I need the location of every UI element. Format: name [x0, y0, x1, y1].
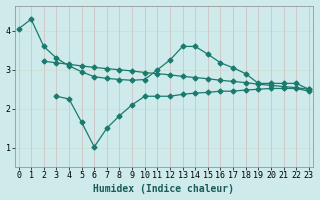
X-axis label: Humidex (Indice chaleur): Humidex (Indice chaleur) [93, 184, 234, 194]
